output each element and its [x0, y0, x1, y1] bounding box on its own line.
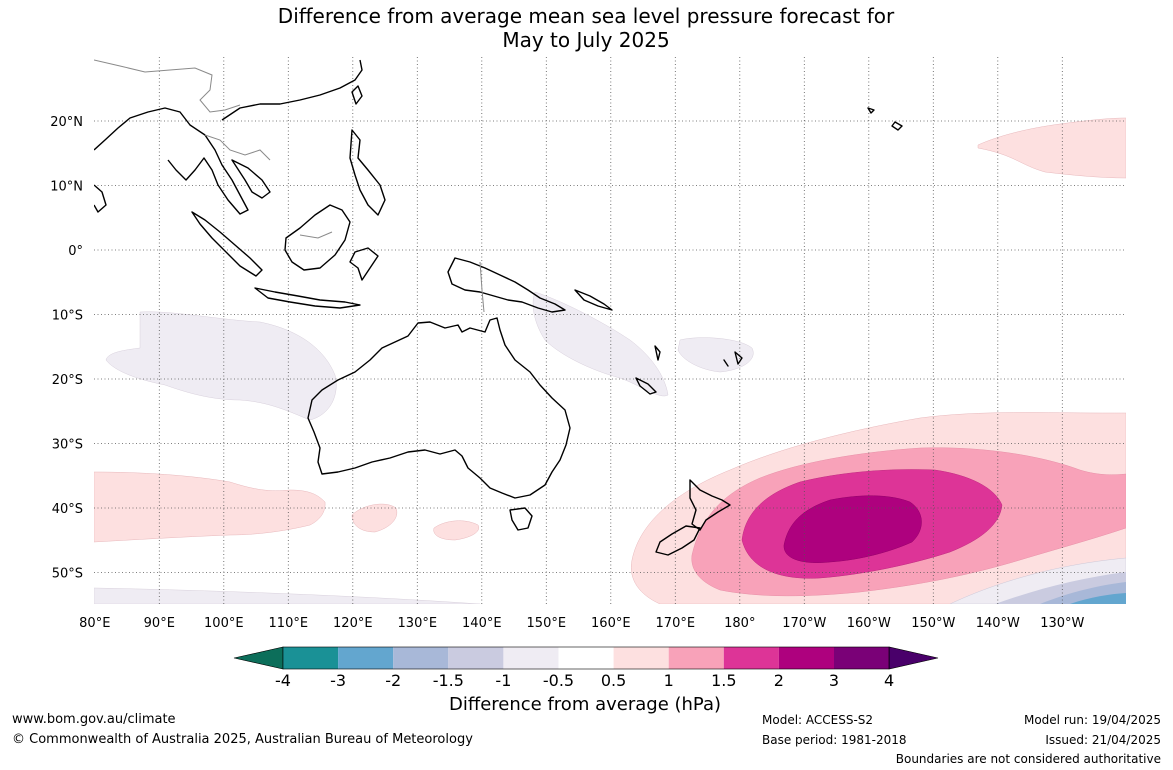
colorbar-tick-label: 3 [829, 671, 839, 690]
coastlines [94, 59, 903, 556]
colorbar-high-extend [888, 646, 939, 670]
anomaly-region-north-pacific [977, 117, 1126, 179]
colorbar-tick-label: -3 [330, 671, 346, 690]
chart-title: Difference from average mean sea level p… [0, 4, 1173, 52]
colorbar [233, 646, 939, 670]
lat-label: 20°S [52, 373, 83, 388]
lon-label: 100°E [204, 616, 244, 631]
colorbar-tick-label: -0.5 [543, 671, 574, 690]
anomaly-region-indian-ocean [105, 311, 337, 421]
colorbar-labels: -4 -3 -2 -1.5 -1 -0.5 0.5 1 1.5 2 3 4 [275, 671, 894, 690]
base-period-text: Base period: 1981-2018 [762, 733, 907, 747]
lat-label: 40°S [52, 502, 83, 517]
lon-label: 170°E [656, 616, 696, 631]
coastline-sulawesi [349, 247, 379, 281]
colorbar-segment [834, 647, 890, 669]
coastline-solomons [574, 289, 613, 311]
coastline-new-zealand-south [655, 525, 701, 556]
model-run-text: Model run: 19/04/2025 [1023, 713, 1161, 727]
coastline-new-guinea [447, 257, 566, 313]
lat-label: 10°S [52, 309, 83, 324]
latitude-labels: 20°N 10°N 0° 10°S 20°S 30°S 40°S 50°S [50, 115, 83, 582]
disclaimer-text: Boundaries are not considered authoritat… [895, 752, 1161, 766]
colorbar-tick-label: -2 [385, 671, 401, 690]
coastline-vanuatu-fiji [654, 345, 743, 367]
issued-text: Issued: 21/04/2025 [1045, 733, 1161, 747]
lat-label: 50°S [52, 567, 83, 582]
colorbar-segment [723, 647, 779, 669]
lon-label: 80°E [79, 616, 110, 631]
colorbar-segment [558, 647, 614, 669]
title-line-1: Difference from average mean sea level p… [277, 4, 895, 28]
anomaly-region-core [783, 495, 922, 563]
colorbar-segment [778, 647, 834, 669]
coastline-new-caledonia [635, 377, 657, 395]
lat-label: 10°N [50, 180, 83, 195]
colorbar-low-extend [233, 646, 284, 670]
coastline-taiwan [351, 85, 363, 105]
anomaly-region-south-band [94, 587, 481, 604]
anomaly-region-blue-4 [1070, 593, 1126, 604]
colorbar-tick-label: 0.5 [601, 671, 626, 690]
colorbar-segment [448, 647, 504, 669]
lon-label: 150°E [527, 616, 567, 631]
anomaly-region-south-australia [351, 503, 398, 533]
lon-label: 180° [724, 616, 755, 631]
colorbar-title: Difference from average (hPa) [448, 694, 722, 715]
lat-label: 30°S [52, 438, 83, 453]
lat-label: 0° [68, 244, 83, 259]
colorbar-segment [338, 647, 394, 669]
lon-label: 130°W [1040, 616, 1084, 631]
coastline-indochina [231, 159, 271, 199]
longitude-labels: 80°E 90°E 100°E 110°E 120°E 130°E 140°E 150°E 16… [79, 616, 1084, 631]
colorbar-tick-label: -1.5 [433, 671, 464, 690]
lon-label: 170°W [782, 616, 826, 631]
website-link[interactable]: www.bom.gov.au/climate [12, 712, 176, 727]
colorbar-segment [393, 647, 449, 669]
lon-label: 110°E [269, 616, 309, 631]
colorbar-outline [282, 646, 890, 670]
coastline-philippines [349, 129, 386, 216]
model-text: Model: ACCESS-S2 [762, 713, 874, 727]
country-borders [94, 59, 485, 313]
lon-label: 160°E [591, 616, 631, 631]
coastline-new-zealand-north [689, 479, 731, 531]
lon-label: 140°W [976, 616, 1020, 631]
anomaly-region-south-indian [94, 471, 326, 543]
colorbar-tick-label: 4 [884, 671, 894, 690]
colorbar-tick-label: -1 [495, 671, 511, 690]
lon-label: 90°E [144, 616, 175, 631]
lon-label: 130°E [398, 616, 438, 631]
coastline-java [254, 287, 361, 309]
coastline-hawaii [867, 107, 903, 131]
anomaly-region-fiji [677, 337, 754, 373]
lon-label: 150°W [911, 616, 955, 631]
lon-label: 160°W [847, 616, 891, 631]
colorbar-tick-label: 1 [664, 671, 674, 690]
anomaly-region-tasman [433, 520, 480, 541]
lat-label: 20°N [50, 115, 83, 130]
colorbar-segment [668, 647, 724, 669]
coastline-asia-mainland [94, 59, 363, 215]
copyright-text: © Commonwealth of Australia 2025, Austra… [12, 732, 473, 747]
colorbar-segment [613, 647, 669, 669]
colorbar-tick-label: -4 [275, 671, 291, 690]
colorbar-tick-label: 1.5 [711, 671, 736, 690]
coastline-australia [307, 317, 571, 499]
colorbar-tick-label: 2 [774, 671, 784, 690]
anomaly-region-coral-sea [532, 291, 669, 397]
coastline-tasmania [509, 507, 533, 531]
coastline-borneo [284, 204, 351, 271]
lon-label: 140°E [462, 616, 502, 631]
coastline-sumatra [191, 211, 263, 277]
colorbar-segment [283, 647, 339, 669]
colorbar-segment [503, 647, 559, 669]
title-line-2: May to July 2025 [502, 28, 670, 52]
coastline-sri-lanka [94, 184, 107, 213]
lon-label: 120°E [333, 616, 373, 631]
